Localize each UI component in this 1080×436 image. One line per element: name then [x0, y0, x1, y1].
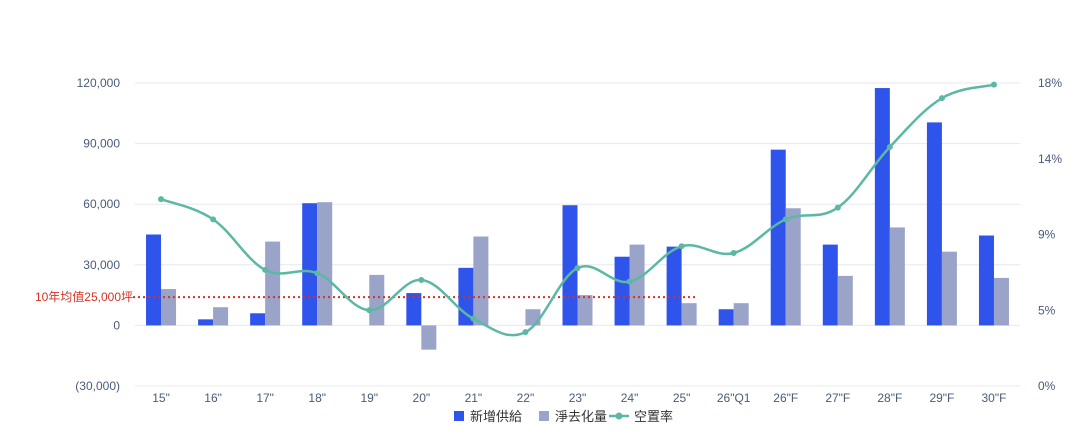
x-tick-label: 17" [256, 391, 274, 405]
bar-net-absorption [681, 303, 697, 326]
bar-new-supply [666, 246, 682, 326]
x-tick-label: 22" [517, 391, 535, 405]
legend-swatch-net-absorption [539, 411, 549, 421]
bar-net-absorption [317, 202, 333, 326]
legend: 新增供給 淨去化量 空置率 [454, 409, 673, 424]
bar-new-supply [874, 88, 890, 326]
vacancy-point [938, 95, 945, 102]
vacancy-point [366, 307, 373, 314]
vacancy-point [158, 196, 165, 203]
vacancy-point [522, 329, 529, 336]
bar-new-supply [250, 313, 266, 326]
bar-net-absorption [265, 241, 281, 326]
x-tick-label: 27"F [825, 391, 850, 405]
left-tick-label: 30,000 [83, 258, 120, 272]
bar-net-absorption [369, 274, 385, 326]
right-tick-label: 18% [1038, 76, 1062, 90]
bar-new-supply [614, 256, 630, 326]
x-tick-label: 25" [673, 391, 691, 405]
left-tick-label: 120,000 [77, 76, 121, 90]
bar-new-supply [926, 122, 942, 326]
right-tick-label: 9% [1038, 228, 1056, 242]
bars-layer [146, 88, 1009, 350]
legend-label-vacancy: 空置率 [634, 409, 673, 424]
vacancy-point [990, 81, 997, 88]
x-tick-label: 21" [465, 391, 483, 405]
bar-net-absorption [161, 289, 177, 326]
right-tick-label: 14% [1038, 152, 1062, 166]
left-tick-label: (30,000) [75, 379, 120, 393]
vacancy-point [210, 216, 217, 223]
bar-new-supply [770, 149, 786, 326]
left-tick-label: 90,000 [83, 137, 120, 151]
left-y-axis: (30,000) 0 30,000 60,000 90,000 120,000 [75, 76, 120, 393]
x-tick-label: 26"Q1 [717, 391, 751, 405]
x-tick-label: 15" [152, 391, 170, 405]
vacancy-line-layer [158, 81, 997, 337]
vacancy-point [262, 266, 269, 273]
bar-new-supply [302, 203, 318, 326]
bar-new-supply [718, 309, 734, 326]
legend-swatch-vacancy-dot [615, 412, 623, 420]
vacancy-point [574, 265, 581, 272]
bar-new-supply [978, 235, 994, 326]
bar-net-absorption [473, 236, 489, 326]
left-tick-label: 60,000 [83, 197, 120, 211]
reference-line-group: 10年均值25,000坪 [35, 289, 697, 304]
x-tick-label: 29"F [929, 391, 954, 405]
bar-net-absorption [577, 295, 593, 326]
vacancy-point [886, 143, 893, 150]
x-tick-label: 23" [569, 391, 587, 405]
bar-net-absorption [421, 325, 437, 350]
right-tick-label: 0% [1038, 379, 1056, 393]
vacancy-point [730, 250, 737, 257]
vacancy-point [834, 204, 841, 211]
x-tick-label: 28"F [877, 391, 902, 405]
vacancy-point [626, 278, 633, 285]
legend-label-net-absorption: 淨去化量 [555, 409, 607, 424]
bar-net-absorption [785, 208, 801, 326]
x-tick-label: 20" [413, 391, 431, 405]
vacancy-point [314, 270, 321, 277]
left-tick-label: 0 [113, 318, 120, 332]
vacancy-point [678, 243, 685, 250]
bar-net-absorption [213, 307, 229, 326]
vacancy-point [782, 216, 789, 223]
x-tick-label: 26"F [773, 391, 798, 405]
bar-new-supply [822, 244, 838, 326]
reference-line-label: 10年均值25,000坪 [35, 289, 133, 304]
x-tick-label: 19" [360, 391, 378, 405]
bar-net-absorption [941, 251, 957, 326]
bar-net-absorption [837, 275, 853, 326]
bar-new-supply [146, 234, 162, 326]
vacancy-point [418, 276, 425, 283]
legend-swatch-new-supply [454, 411, 464, 421]
bar-new-supply [406, 293, 422, 326]
bar-net-absorption [733, 303, 749, 326]
right-y-axis: 0% 5% 9% 14% 18% [1038, 76, 1062, 393]
legend-label-new-supply: 新增供給 [470, 409, 522, 424]
bar-net-absorption [629, 244, 645, 326]
x-tick-label: 16" [204, 391, 222, 405]
x-tick-label: 24" [621, 391, 639, 405]
x-tick-label: 18" [308, 391, 326, 405]
bar-new-supply [198, 319, 214, 326]
bar-new-supply [562, 205, 578, 326]
right-tick-label: 5% [1038, 303, 1056, 317]
x-tick-label: 30"F [982, 391, 1007, 405]
bar-net-absorption [889, 227, 905, 326]
bar-net-absorption [525, 309, 541, 326]
vacancy-point [470, 315, 477, 322]
x-axis: 15" 16" 17" 18" 19" 20" 21" 22" 23" 24" 25" 26"Q1 26… [152, 391, 1006, 405]
bar-net-absorption [993, 277, 1009, 326]
